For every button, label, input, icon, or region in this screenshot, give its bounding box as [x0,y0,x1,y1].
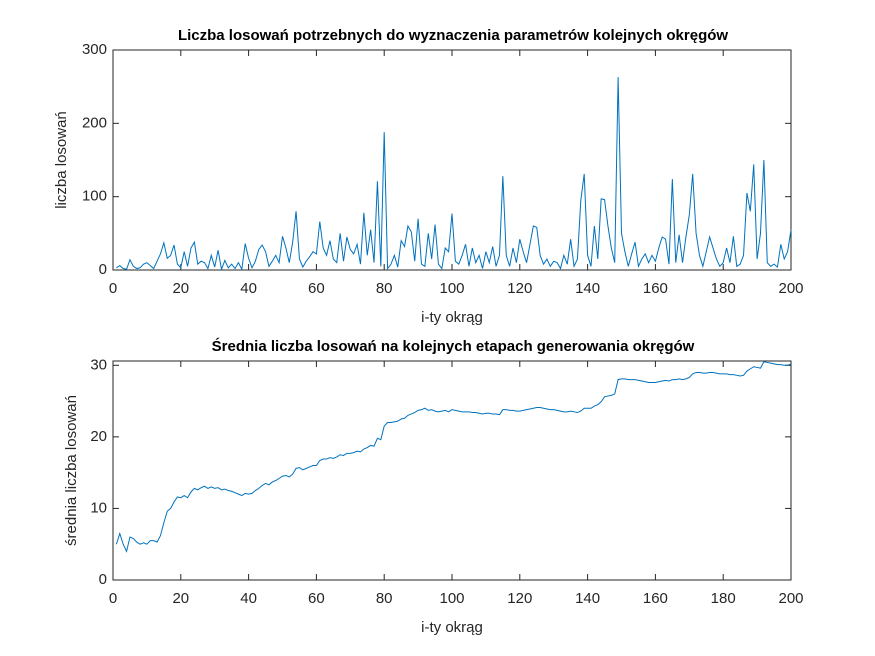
x-tick-label: 60 [308,280,325,297]
x-tick-label: 40 [240,590,257,607]
y-axis-label: średnia liczba losowań [63,395,80,546]
x-tick-label: 40 [240,280,257,297]
x-tick-label: 20 [172,590,189,607]
x-tick-label: 0 [109,280,117,297]
x-tick-label: 0 [109,590,117,607]
x-tick-label: 140 [575,590,600,607]
chart-title: Średnia liczba losowań na kolejnych etap… [212,337,695,355]
y-tick-label: 0 [99,571,107,588]
x-tick-label: 100 [439,280,464,297]
y-axis-label: liczba losowań [53,111,70,209]
x-axis-label: i-ty okrąg [421,619,483,636]
axes-box [112,360,792,581]
x-tick-label: 120 [507,590,532,607]
x-tick-label: 80 [376,280,393,297]
x-tick-label: 120 [507,280,532,297]
y-tick-label: 200 [82,114,107,131]
x-tick-label: 200 [778,590,803,607]
x-tick-label: 100 [439,590,464,607]
x-axis-label: i-ty okrąg [421,309,483,326]
data-line [116,77,792,272]
y-tick-label: 300 [82,41,107,58]
y-tick-label: 10 [90,499,107,516]
x-tick-label: 160 [643,280,668,297]
x-tick-label: 200 [778,280,803,297]
x-tick-label: 180 [711,280,736,297]
x-tick-label: 160 [643,590,668,607]
x-tick-label: 180 [711,590,736,607]
y-tick-label: 20 [90,428,107,445]
y-tick-label: 30 [90,356,107,373]
x-tick-label: 20 [172,280,189,297]
y-tick-label: 100 [82,188,107,205]
x-tick-label: 80 [376,590,393,607]
data-line [115,361,792,553]
x-tick-label: 60 [308,590,325,607]
y-tick-label: 0 [99,261,107,278]
axes-box [112,49,792,271]
chart-title: Liczba losowań potrzebnych do wyznaczeni… [178,27,728,44]
x-tick-label: 140 [575,280,600,297]
